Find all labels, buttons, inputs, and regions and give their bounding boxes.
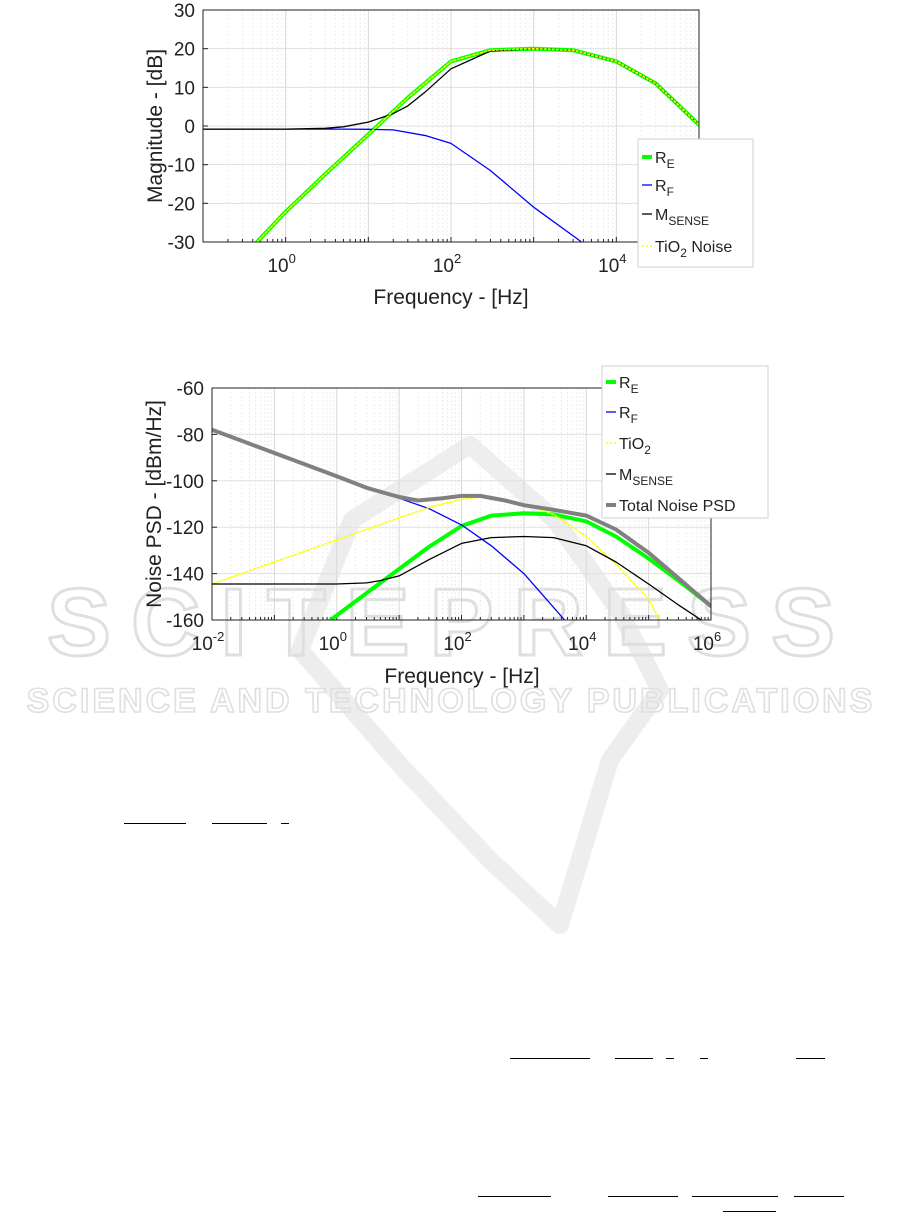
x-axis-label: Frequency - [Hz] — [384, 665, 539, 688]
series-line-re — [328, 511, 711, 620]
y-tick-label: -120 — [166, 518, 204, 539]
y-tick-label: -10 — [168, 156, 195, 177]
x-axis-label: Frequency - [Hz] — [373, 286, 528, 309]
y-tick-label: 30 — [174, 1, 195, 22]
legend-label: MSENSE — [655, 207, 709, 228]
x-tick-label: 104 — [568, 629, 596, 655]
series-line-re — [255, 46, 699, 242]
fraction-bar — [510, 1058, 590, 1059]
series-line-total-noise-psd — [212, 427, 711, 609]
fraction-bar — [124, 823, 186, 824]
legend-label: RE — [655, 150, 675, 171]
fraction-bar — [212, 823, 267, 824]
magnitude-chart: -30 -20 -10 0 10 20 30 100 102 104 Frequency - [… — [144, 1, 754, 309]
grid-lines — [202, 9, 699, 243]
y-tick-label: -60 — [177, 379, 204, 400]
legend-label: RF — [619, 405, 638, 426]
y-axis-label: Noise PSD - [dBm/Hz] — [143, 400, 166, 608]
series-line-msense — [212, 535, 702, 620]
y-tick-label: 20 — [174, 40, 195, 61]
fraction-bar — [281, 823, 289, 824]
x-tick-label: 102 — [443, 629, 471, 655]
legend-label: RF — [655, 178, 674, 199]
x-tick-label: 10-2 — [192, 629, 225, 655]
y-tick-label: -20 — [168, 194, 195, 215]
y-tick-label: 0 — [184, 117, 195, 138]
series-group — [212, 427, 711, 620]
y-axis-label: Magnitude - [dB] — [144, 49, 167, 203]
y-tick-label: -160 — [166, 611, 204, 632]
x-tick-label: 106 — [693, 629, 721, 655]
legend: RE RF TiO2 MSENSE Total Noise PSD — [601, 365, 769, 519]
x-tick-labels: 10-2 100 102 104 106 — [192, 629, 722, 655]
x-tick-label: 100 — [319, 629, 347, 655]
y-tick-label: -100 — [166, 472, 204, 493]
fraction-bar — [666, 1058, 674, 1059]
y-tick-label: -30 — [168, 233, 195, 254]
series-line-rf — [203, 128, 583, 242]
watermark-swoosh — [291, 436, 669, 934]
legend-label: Total Noise PSD — [619, 498, 736, 515]
y-tick-label: 10 — [174, 78, 195, 99]
fraction-bar — [794, 1196, 844, 1197]
series-line-re-overlay — [256, 48, 699, 242]
y-tick-label: -140 — [166, 565, 204, 586]
fraction-bar — [478, 1196, 551, 1197]
legend-label: TiO2 — [619, 436, 651, 457]
legend-label: TiO2 Noise — [655, 239, 732, 260]
series-group — [203, 46, 699, 242]
series-line-tio2 — [256, 47, 699, 242]
x-tick-label: 102 — [433, 251, 461, 277]
legend-box — [637, 138, 754, 268]
y-tick-label: -80 — [177, 425, 204, 446]
legend-label: MSENSE — [619, 467, 673, 488]
legend: RE RF MSENSE TiO2 Noise — [637, 138, 754, 268]
fraction-bar — [692, 1196, 778, 1197]
x-tick-label: 100 — [267, 251, 295, 277]
y-tick-labels: -160 -140 -120 -100 -80 -60 — [166, 379, 204, 632]
fraction-bar — [608, 1196, 678, 1197]
noise-psd-chart: -160-140-120-100-80-60 10-2 100 102 104 106 … — [143, 365, 769, 688]
y-tick-labels: -30 -20 -10 0 10 20 30 — [168, 1, 195, 254]
plot-border — [202, 9, 700, 243]
legend-box — [601, 365, 769, 519]
x-tick-labels: 100 102 104 — [267, 251, 626, 277]
fraction-bar — [615, 1058, 653, 1059]
x-tick-label: 104 — [598, 251, 626, 277]
fraction-bar — [700, 1058, 708, 1059]
watermark-sub: SCIENCE AND TECHNOLOGY PUBLICATIONS — [27, 682, 876, 720]
legend-label: RE — [619, 375, 639, 396]
fraction-bar — [723, 1211, 776, 1212]
fraction-bar — [796, 1058, 825, 1059]
